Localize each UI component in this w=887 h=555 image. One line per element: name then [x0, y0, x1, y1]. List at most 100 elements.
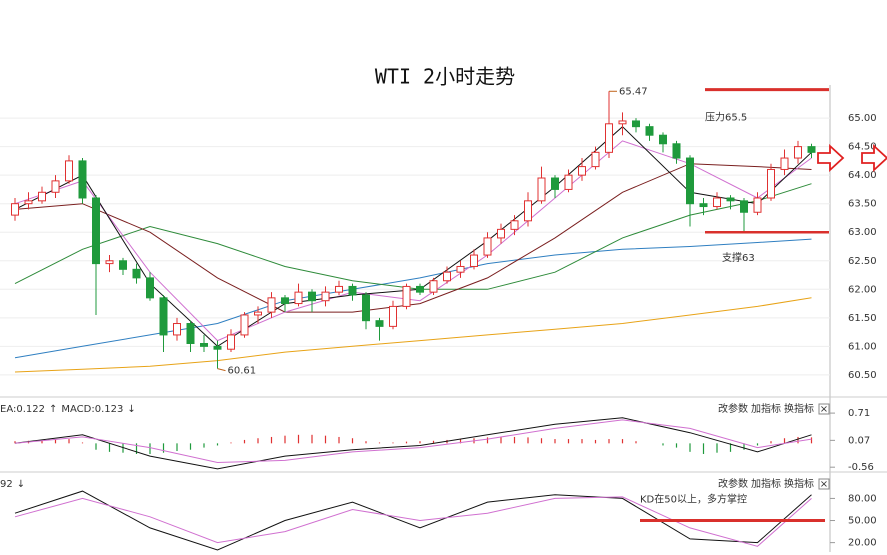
line-series — [14, 238, 812, 359]
candle-body — [119, 260, 127, 270]
candle-body — [254, 311, 262, 316]
indicator-button[interactable]: 换指标 — [784, 477, 814, 490]
candle-body — [24, 200, 33, 205]
y-tick-label: 50.00 — [848, 516, 877, 527]
candle-body — [348, 285, 357, 296]
candle-body — [645, 126, 654, 136]
y-tick-label: 20.00 — [848, 538, 877, 549]
candle-body — [200, 342, 208, 347]
close-box — [818, 478, 830, 490]
candle-body — [11, 203, 19, 216]
candle-body — [632, 120, 640, 128]
candle-body — [402, 285, 411, 307]
close-box — [818, 403, 830, 415]
candle-body — [362, 294, 370, 322]
indicator-button[interactable]: 加指标 — [751, 402, 781, 415]
candle-body — [335, 285, 343, 293]
candle-body — [524, 200, 532, 222]
candle-body — [213, 345, 222, 350]
candle-body — [443, 271, 451, 282]
candle-body — [78, 160, 87, 199]
candle-body — [281, 297, 289, 305]
indicator-label: 92 — [0, 479, 13, 490]
y-tick-label: 0.71 — [848, 408, 870, 419]
candle-body — [456, 265, 465, 273]
line-series — [14, 496, 812, 547]
y-tick-label: 63.00 — [848, 227, 877, 238]
support-label: 支撑63 — [722, 251, 755, 264]
line-series — [14, 417, 812, 470]
line-series — [14, 297, 812, 373]
candle-body — [92, 197, 100, 265]
close-button[interactable]: × — [820, 404, 828, 415]
candle-body — [375, 320, 384, 327]
candle-body — [227, 334, 235, 350]
candle-body — [510, 220, 519, 230]
candle-body — [564, 174, 573, 190]
candle-body — [713, 197, 721, 208]
candle-body — [780, 157, 789, 170]
candle-body — [537, 177, 546, 202]
y-tick-label: -0.56 — [848, 462, 874, 473]
indicator-label: ↓ — [127, 404, 135, 415]
candle-body — [767, 168, 775, 199]
candle-body — [794, 146, 802, 159]
candle-body — [389, 305, 397, 327]
candle-body — [146, 277, 154, 299]
candle-body — [807, 146, 816, 153]
candle-body — [294, 291, 303, 305]
indicator-button[interactable]: 改参数 — [718, 477, 748, 490]
candle-body — [686, 157, 694, 205]
indicator-button[interactable]: 换指标 — [784, 402, 814, 415]
candle-body — [497, 228, 505, 239]
indicator-label: ↓ — [17, 479, 25, 490]
candle-body — [672, 143, 681, 159]
candle-body — [659, 134, 667, 145]
y-tick-label: 64.00 — [848, 170, 877, 181]
annotation: 60.61 — [228, 366, 257, 377]
candle-body — [105, 260, 114, 265]
candle-body — [267, 297, 276, 313]
indicator-button[interactable]: 加指标 — [751, 477, 781, 490]
y-tick-label: 61.50 — [848, 313, 877, 324]
y-tick-label: 64.50 — [848, 142, 877, 153]
candle-body — [173, 323, 181, 336]
indicator-label: ↑ — [49, 404, 57, 415]
candle-body — [186, 323, 195, 344]
y-tick-label: 60.50 — [848, 370, 877, 381]
candle-body — [308, 291, 316, 302]
y-tick-label: 63.50 — [848, 199, 877, 210]
indicator-button[interactable]: 改参数 — [718, 402, 748, 415]
candle-body — [416, 285, 424, 293]
y-tick-label: 62.00 — [848, 284, 877, 295]
candle-body — [38, 191, 46, 202]
resistance-label: 压力65.5 — [705, 111, 747, 124]
candle-body — [740, 200, 748, 213]
close-button[interactable]: × — [820, 479, 828, 490]
line-series — [14, 419, 812, 464]
y-tick-label: 80.00 — [848, 493, 877, 504]
y-tick-label: 62.50 — [848, 256, 877, 267]
candle-body — [605, 123, 613, 153]
y-tick-label: 65.00 — [848, 113, 877, 124]
threshold-label: KD在50以上，多方掌控 — [640, 493, 747, 506]
candle-body — [240, 314, 249, 336]
candle-body — [65, 160, 73, 182]
candle-body — [159, 297, 168, 336]
candle-body — [618, 120, 627, 125]
candle-body — [321, 291, 330, 302]
arrow-icon — [817, 143, 845, 173]
indicator-label: MACD:0.123 — [61, 404, 123, 415]
candle-body — [591, 151, 600, 168]
chart-title: WTI 2小时走势 — [375, 65, 515, 89]
arrow-icon — [861, 143, 887, 173]
candle-body — [132, 268, 141, 279]
candle-body — [578, 166, 586, 176]
line-series — [14, 490, 812, 551]
candle-body — [51, 180, 60, 193]
y-tick-label: 61.00 — [848, 341, 877, 352]
indicator-label: EA:0.122 — [0, 404, 45, 415]
candle-body — [699, 203, 708, 208]
candle-body — [551, 177, 559, 190]
